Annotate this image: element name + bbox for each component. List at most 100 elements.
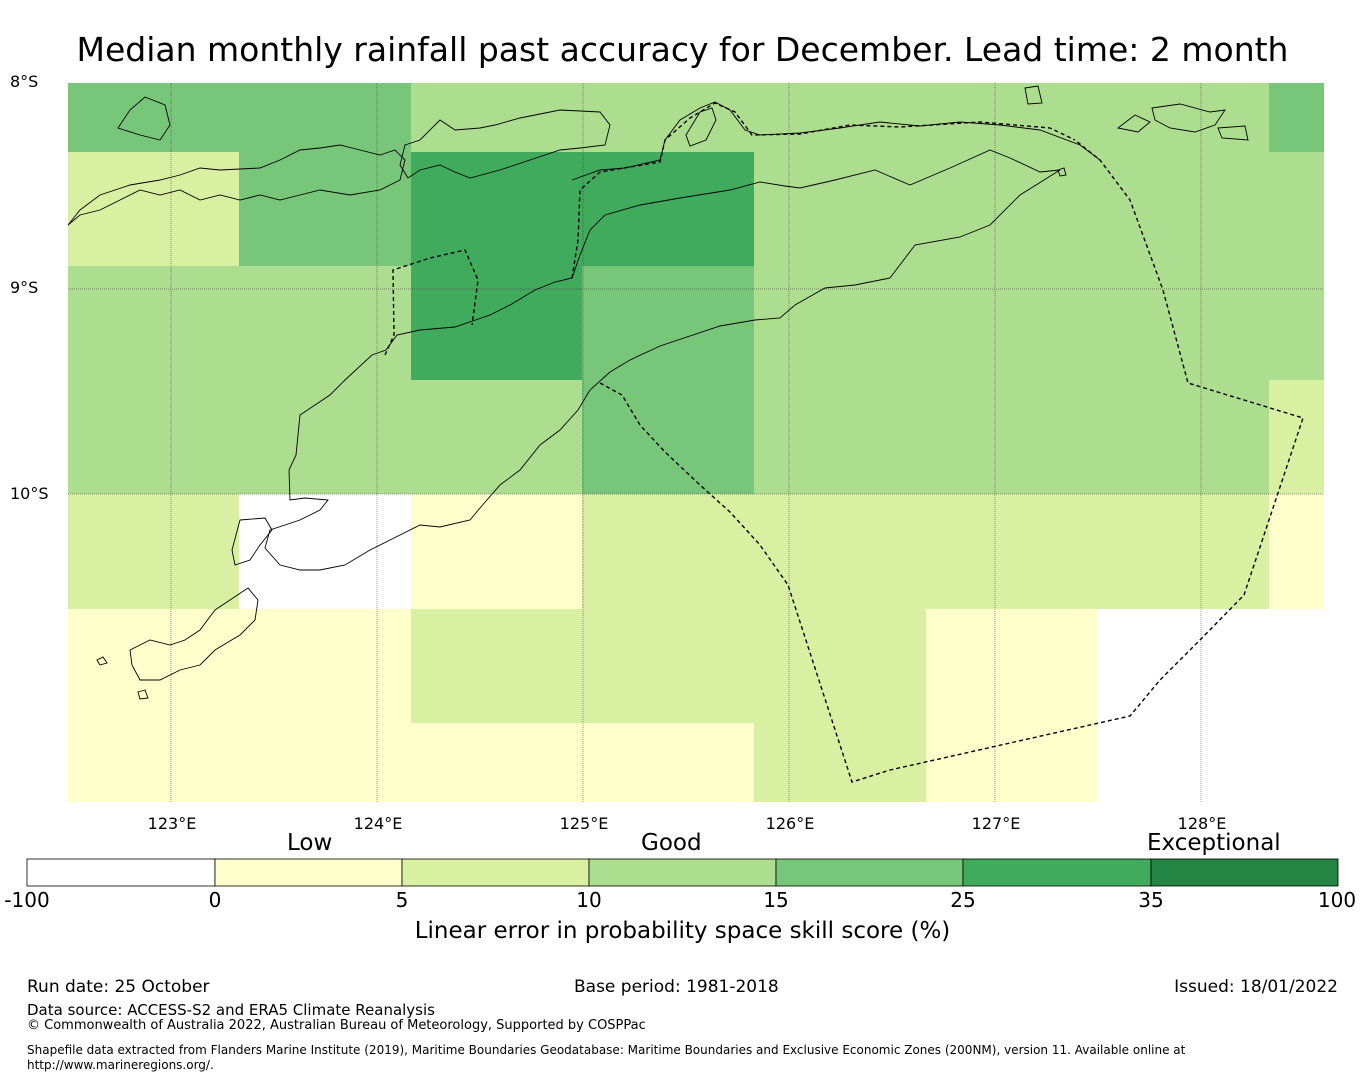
- skill-cell: [926, 723, 1097, 802]
- category-low: Low: [287, 830, 333, 856]
- pantar-coastline: [117, 96, 171, 141]
- skill-cell: [239, 609, 411, 723]
- shapefile-url: http://www.marineregions.org/.: [27, 1058, 214, 1072]
- skill-cell: [1097, 152, 1269, 266]
- lon-label: 126°E: [765, 814, 815, 833]
- savu-coastline: [129, 587, 259, 681]
- skill-cell: [411, 723, 582, 802]
- skill-cell: [1269, 380, 1324, 494]
- skill-cell: [239, 152, 411, 266]
- skill-cell: [239, 723, 411, 802]
- category-good: Good: [641, 830, 702, 856]
- kisar-coastline: [1024, 85, 1043, 105]
- coastline: [67, 85, 1249, 700]
- run-date: Run date: 25 October: [27, 977, 210, 997]
- category-exceptional: Exceptional: [1147, 830, 1281, 856]
- skill-cell: [1097, 83, 1269, 152]
- skill-cell: [754, 494, 926, 609]
- skill-cell: [68, 609, 239, 723]
- skill-cell: [411, 494, 582, 609]
- moa-coastline: [1151, 103, 1226, 133]
- lakor-coastline: [1217, 125, 1249, 141]
- skill-cell: [582, 723, 754, 802]
- colorbar-tick: 15: [763, 888, 789, 912]
- colorbar-swatch: [775, 858, 964, 887]
- base-period: Base period: 1981-2018: [574, 977, 779, 997]
- skill-cell: [926, 494, 1097, 609]
- lat-label: 10°S: [10, 484, 49, 503]
- small-island: [96, 656, 108, 666]
- colorbar-tick: 100: [1317, 888, 1357, 912]
- skill-cell: [68, 494, 239, 609]
- skill-cell: [754, 380, 926, 494]
- lon-label: 123°E: [147, 814, 197, 833]
- map-title: Median monthly rainfall past accuracy fo…: [76, 30, 1289, 69]
- shapefile-credit: Shapefile data extracted from Flanders M…: [27, 1043, 1186, 1057]
- data-source: Data source: ACCESS-S2 and ERA5 Climate …: [27, 1001, 435, 1019]
- colorbar-swatch: [588, 858, 777, 887]
- alor-coastline: [399, 109, 611, 179]
- skill-cell: [754, 152, 926, 266]
- lon-label: 127°E: [971, 814, 1021, 833]
- skill-cell: [68, 152, 239, 266]
- lat-label: 9°S: [10, 278, 39, 297]
- skill-cell: [1269, 723, 1324, 802]
- colorbar-tick: 0: [208, 888, 222, 912]
- maritime-boundary: [384, 102, 1304, 783]
- skill-cell: [68, 723, 239, 802]
- atauro-coastline: [685, 107, 717, 147]
- skill-cell: [1269, 609, 1324, 723]
- skill-cell: [754, 266, 926, 380]
- small-island: [1057, 167, 1067, 177]
- colorbar-label: Linear error in probability space skill …: [414, 918, 951, 944]
- skill-cell: [754, 723, 926, 802]
- skill-cell: [68, 83, 239, 152]
- eez-boundary-timor-leste: [599, 139, 1304, 783]
- skill-cell: [1097, 723, 1269, 802]
- flores-coastline: [67, 144, 406, 226]
- copyright: © Commonwealth of Australia 2022, Austra…: [27, 1018, 646, 1033]
- lat-label: 8°S: [10, 72, 39, 91]
- timor-coastline: [264, 149, 1061, 571]
- skill-cell: [1097, 494, 1269, 609]
- skill-cell: [1269, 266, 1324, 380]
- colorbar-swatch: [962, 858, 1152, 887]
- skill-cell: [1269, 83, 1324, 152]
- colorbar-swatch: [1150, 858, 1339, 887]
- skill-cell: [1097, 609, 1269, 723]
- leti-coastline: [1116, 114, 1151, 133]
- colorbar-tick: 10: [576, 888, 602, 912]
- skill-cell: [411, 266, 582, 380]
- skill-cell: [239, 380, 411, 494]
- skill-cell: [68, 380, 239, 494]
- skill-cell: [411, 83, 582, 152]
- skill-cell: [1097, 266, 1269, 380]
- small-island: [137, 689, 149, 700]
- issued-date: Issued: 18/01/2022: [1174, 977, 1338, 997]
- rote-coastline: [231, 517, 273, 566]
- skill-grid: [68, 83, 1324, 802]
- colorbar-swatch: [401, 858, 590, 887]
- skill-cell: [411, 609, 582, 723]
- skill-cell: [582, 83, 754, 152]
- lon-label: 125°E: [559, 814, 609, 833]
- eez-boundary-oecusse: [384, 249, 479, 356]
- skill-cell: [582, 266, 754, 380]
- skill-cell: [411, 380, 582, 494]
- colorbar-tick: 35: [1138, 888, 1164, 912]
- skill-cell: [1269, 494, 1324, 609]
- colorbar-tick: 5: [395, 888, 409, 912]
- skill-cell: [926, 380, 1097, 494]
- skill-cell: [68, 266, 239, 380]
- skill-cell: [754, 83, 926, 152]
- skill-cell: [926, 266, 1097, 380]
- lon-label: 128°E: [1177, 814, 1227, 833]
- eez-boundary-north: [571, 102, 1076, 279]
- lon-label: 124°E: [353, 814, 403, 833]
- skill-cell: [582, 609, 754, 723]
- graticule: [68, 83, 1324, 802]
- skill-cell: [582, 152, 754, 266]
- skill-cell: [926, 152, 1097, 266]
